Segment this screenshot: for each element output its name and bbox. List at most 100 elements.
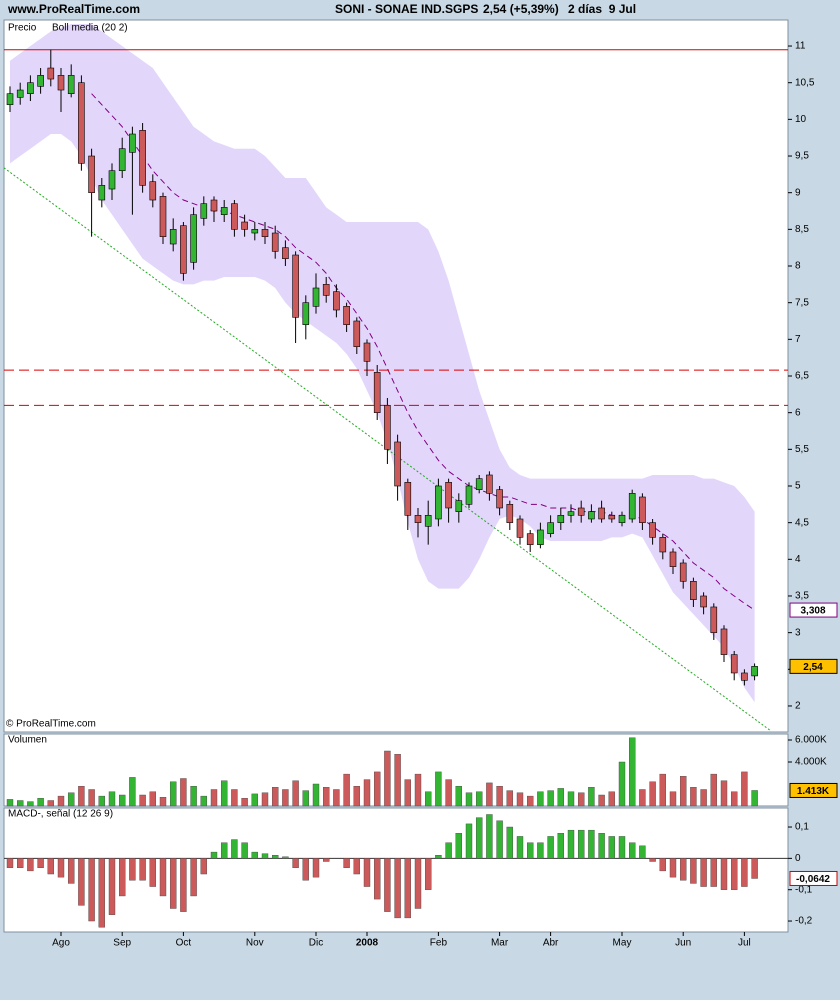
bar [190,858,197,897]
bar [312,783,320,807]
candle-body [282,247,289,259]
candle-body [98,185,106,201]
candle-body [312,287,320,307]
candle-body [88,155,95,193]
bar [67,792,75,807]
band-label: Boll media (20 2) [52,23,128,34]
bar [639,845,646,859]
bar [700,858,707,887]
panel-title: Precio [8,23,37,34]
bar [720,858,728,890]
bar [649,858,656,862]
bar [731,858,738,890]
bar [690,858,697,884]
bar [200,795,208,807]
candle-body [424,515,432,527]
candle-body [649,522,656,538]
candle-body [251,229,259,234]
x-tick-label: Sep [113,938,131,949]
candle-body [231,203,238,230]
candle-body [6,93,14,105]
period: 2 días 9 Jul [568,2,636,16]
bar [567,791,575,807]
bar [578,792,585,807]
y-tick-label: 7 [795,334,801,345]
bar [639,789,646,807]
bar [251,793,259,807]
candle-body [169,229,177,245]
candle-body [78,82,85,164]
bar [731,791,738,807]
candle-body [506,504,514,523]
bar [374,858,381,900]
candle-body [639,496,646,523]
bar [506,826,513,859]
candle-body [537,529,544,545]
candle-body [486,474,493,494]
x-tick-label: Dic [309,938,323,949]
candle-body [47,67,55,80]
bar [312,858,320,878]
bar [476,817,483,859]
bar [220,842,228,859]
bar [37,798,44,807]
y-tick-label: 8 [795,261,801,272]
bollinger-band [10,24,755,703]
bar [588,787,595,807]
bar [302,790,309,807]
bar [527,842,534,859]
bar [88,858,95,922]
bar [414,773,422,807]
bar [404,779,411,807]
x-tick-label: Feb [430,938,448,949]
bar [690,787,697,807]
bar [323,787,330,807]
bar [618,836,626,859]
candle-body [414,515,422,523]
bar [374,771,381,807]
candle-body [190,214,197,263]
x-tick-label: May [613,938,632,949]
bar [435,771,442,807]
x-tick-label: Mar [491,938,509,949]
bar [6,858,14,868]
candle-body [608,515,616,520]
bar [598,794,605,807]
candle-body [159,196,167,237]
bar [608,791,615,807]
y-tick-label: 5,5 [795,444,809,455]
bar [57,858,65,878]
bar [67,858,75,884]
bar [210,851,218,859]
bar [394,754,401,807]
last-value-box [789,870,838,886]
y-tick-label: 0 [795,853,801,864]
bar [272,855,279,859]
bar [98,858,106,928]
bar [302,858,309,881]
bar [669,858,677,878]
bar [98,795,106,807]
bar [710,773,717,807]
bar [751,790,758,807]
panel-title: Volumen [8,735,47,746]
bar [547,836,554,859]
bar [139,858,146,881]
candle-body [751,666,758,677]
bar [17,858,24,868]
candle-body [180,225,187,274]
candle-body [57,75,65,91]
last-value-label: -0,0642 [796,874,830,885]
y-tick-label: 6,5 [795,371,809,382]
candle-body [475,478,483,490]
bar [557,788,564,807]
bar [669,791,677,807]
x-tick-label: Ago [52,938,70,949]
y-tick-label: 0,1 [795,822,809,833]
candle-body [598,507,605,520]
bar [353,858,360,875]
candle-body [577,507,585,516]
y-tick-label: 9,5 [795,151,809,162]
y-tick-label: 10 [795,114,807,125]
x-tick-label: Nov [246,938,264,949]
